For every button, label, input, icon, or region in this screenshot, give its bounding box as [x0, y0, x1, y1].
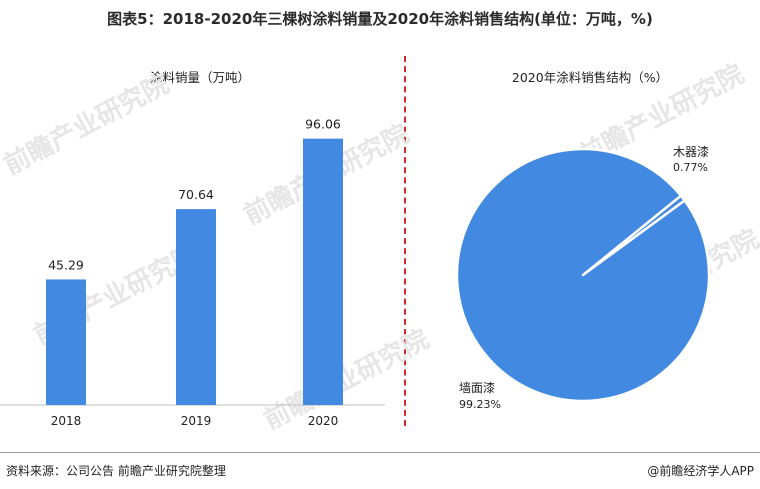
pie-label-wood: 木器漆 — [673, 145, 709, 159]
bar-2018 — [46, 279, 86, 405]
section-divider — [404, 56, 406, 426]
pie-slice-wall-paint — [455, 147, 711, 403]
pie-chart-title: 2020年涂料销售结构（%） — [511, 70, 669, 85]
chart-canvas: 前瞻产业研究院前瞻产业研究院前瞻产业研究院前瞻产业研究院前瞻产业研究院前瞻产业研… — [0, 58, 760, 436]
bar-value-label: 45.29 — [48, 257, 84, 272]
bar-value-label: 70.64 — [178, 187, 214, 202]
watermark-text: 前瞻产业研究院 — [259, 323, 434, 436]
x-tick-label: 2020 — [308, 414, 339, 428]
watermark-text: 前瞻产业研究院 — [0, 68, 174, 181]
bar-chart-title: 涂料销量（万吨） — [149, 70, 250, 85]
bar-value-label: 96.06 — [305, 117, 341, 132]
x-tick-label: 2018 — [51, 414, 82, 428]
pie-value-wall: 99.23% — [459, 398, 501, 411]
x-tick-label: 2019 — [181, 414, 212, 428]
credit-note: @前瞻经济学人APP — [647, 464, 754, 478]
bar-2020 — [303, 138, 343, 405]
pie-label-wall: 墙面漆 — [459, 381, 495, 395]
footer-rule — [0, 452, 760, 453]
source-note: 资料来源：公司公告 前瞻产业研究院整理 — [6, 464, 226, 478]
page-title: 图表5：2018-2020年三棵树涂料销量及2020年涂料销售结构(单位：万吨，… — [107, 10, 653, 28]
bar-2019 — [176, 209, 216, 405]
pie-value-wood: 0.77% — [673, 161, 708, 174]
